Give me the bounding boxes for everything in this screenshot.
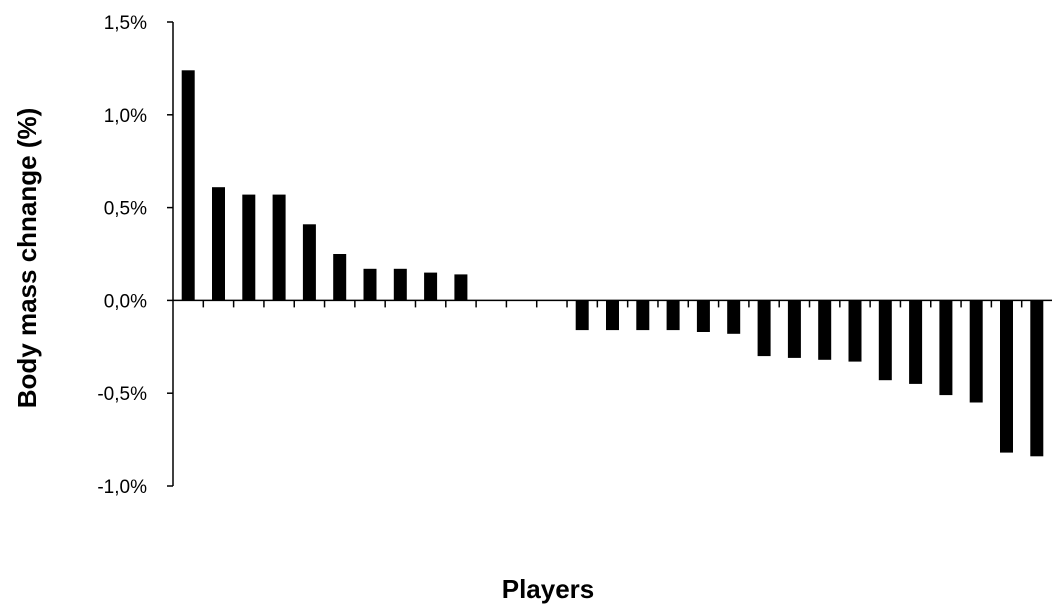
y-tick-label: -1,0% <box>97 477 147 498</box>
y-tick-label: -0,5% <box>97 384 147 405</box>
bar <box>181 70 195 301</box>
bar <box>606 300 619 331</box>
bar <box>242 194 256 301</box>
bar <box>212 187 225 301</box>
bar <box>363 268 377 301</box>
y-ticks-group: 1,5% 1,0% 0,5% 0,0% -0,5% -1,0% <box>97 13 173 498</box>
bar <box>696 300 710 332</box>
bar <box>393 268 407 301</box>
bar <box>727 300 741 334</box>
bar <box>818 300 832 360</box>
bar <box>787 300 801 358</box>
bars-group <box>181 70 1044 457</box>
bar <box>939 300 953 396</box>
bar <box>878 300 892 381</box>
bar <box>1030 300 1044 457</box>
y-tick-label: 1,5% <box>104 13 147 34</box>
bar <box>757 300 771 357</box>
bar <box>302 224 316 301</box>
bar <box>333 254 347 301</box>
bar <box>848 300 862 362</box>
bar <box>575 300 589 331</box>
y-axis-title: Body mass chnange (%) <box>12 108 42 409</box>
x-axis-title: Players <box>502 574 595 604</box>
y-tick-label: 0,0% <box>104 291 147 312</box>
bar <box>454 274 468 301</box>
bar <box>272 194 286 301</box>
bar <box>969 300 983 403</box>
bar <box>1000 300 1013 453</box>
y-tick-label: 1,0% <box>104 106 147 127</box>
y-tick-label: 0,5% <box>104 199 147 220</box>
bar <box>666 300 680 331</box>
bar <box>636 300 650 331</box>
bar <box>424 272 438 301</box>
bar <box>909 300 923 384</box>
x-ticks-group <box>202 300 1023 308</box>
